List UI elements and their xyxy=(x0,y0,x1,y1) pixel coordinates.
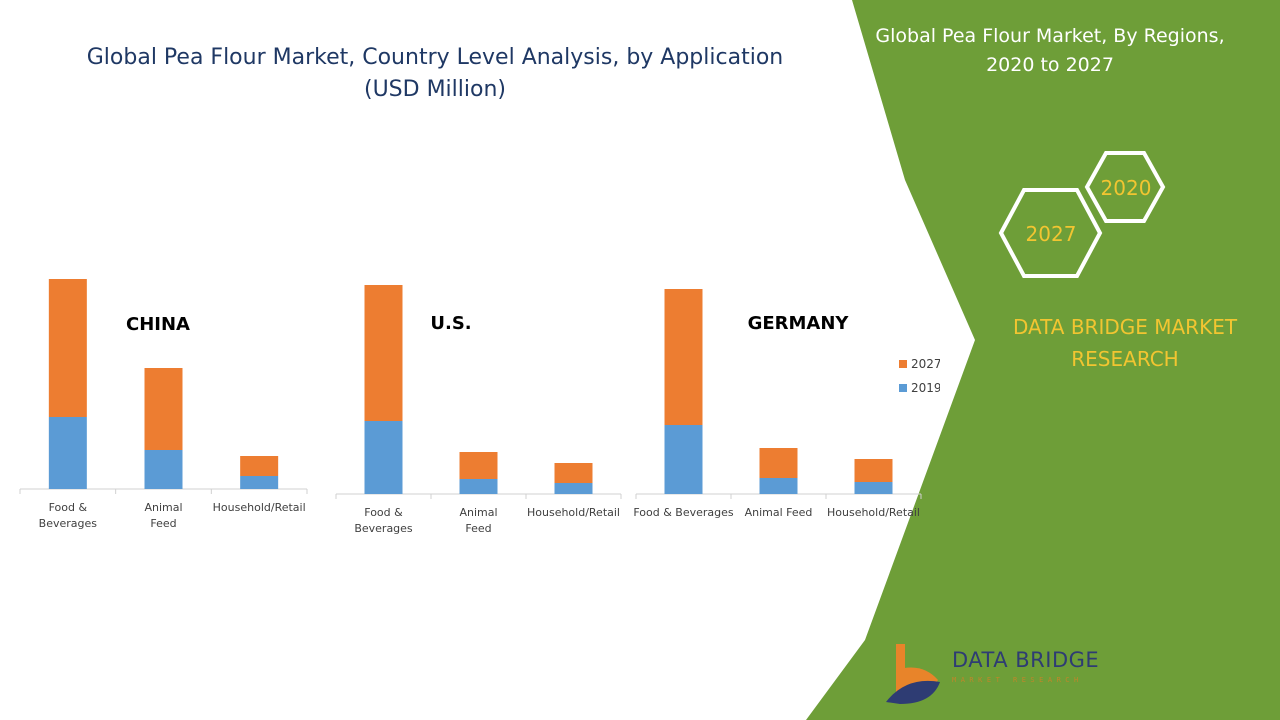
region-title-line-1: Global Pea Flour Market, By Regions, xyxy=(875,25,1225,47)
bar-2019 xyxy=(459,479,498,494)
country-label: GERMANY xyxy=(748,313,850,334)
region-title-line-2: 2020 to 2027 xyxy=(986,54,1114,76)
green-panel-shape xyxy=(806,0,1280,720)
bar-2027 xyxy=(664,289,703,425)
bar-2027 xyxy=(364,285,403,421)
charts-area: Food & Beverages Animal Feed Household/Retai… xyxy=(19,279,940,535)
bar-2027 xyxy=(554,463,593,483)
category-label: Food & xyxy=(49,501,88,514)
category-label: Household/Retail xyxy=(213,501,306,514)
category-label: Household/Retail xyxy=(527,506,620,519)
bar-2027 xyxy=(240,456,279,476)
category-label: Feed xyxy=(150,517,176,530)
category-label: Food & xyxy=(364,506,403,519)
country-label: U.S. xyxy=(430,313,471,334)
category-label: Animal Feed xyxy=(745,506,813,519)
category-label: Animal xyxy=(459,506,497,519)
bar-2019 xyxy=(664,425,703,494)
bar-2019 xyxy=(48,417,87,489)
category-label: Beverages xyxy=(354,522,413,535)
region-title: Global Pea Flour Market, By Regions, 202… xyxy=(850,22,1250,80)
bar-2027 xyxy=(144,368,183,450)
bar-2019 xyxy=(554,483,593,494)
category-label: Household/Retail xyxy=(827,506,920,519)
brand-text: DATA BRIDGE MARKET RESEARCH xyxy=(985,311,1265,375)
legend-swatch xyxy=(899,384,907,392)
category-label: Beverages xyxy=(39,517,98,530)
data-bridge-logo-icon xyxy=(886,644,940,704)
bar-2027 xyxy=(48,279,87,417)
chart-title-line-1: Global Pea Flour Market, Country Level A… xyxy=(86,45,784,70)
bar-2019 xyxy=(854,482,893,494)
legend-label: 2019 xyxy=(911,381,940,395)
bar-2027 xyxy=(459,452,498,479)
legend-swatch xyxy=(899,360,907,368)
country-label: CHINA xyxy=(126,314,190,335)
category-label: Food & Beverages xyxy=(633,506,734,519)
brand-text-line-1: DATA BRIDGE MARKET xyxy=(1012,315,1238,339)
bar-2019 xyxy=(364,421,403,494)
legend-label: 2027 xyxy=(911,357,940,371)
chart-title: Global Pea Flour Market, Country Level A… xyxy=(60,42,810,106)
bar-2019 xyxy=(759,478,798,494)
bar-2019 xyxy=(240,476,279,489)
bar-2027 xyxy=(759,448,798,478)
hexagon-front-shape xyxy=(998,188,1103,278)
bar-2019 xyxy=(144,450,183,489)
hexagon-2020-label: 2020 xyxy=(1101,176,1152,200)
hexagon-back-shape xyxy=(1084,151,1166,223)
chart-title-line-2: (USD Million) xyxy=(363,77,506,102)
brand-text-line-2: RESEARCH xyxy=(1071,347,1179,371)
category-label: Animal xyxy=(144,501,182,514)
hexagon-2027-label: 2027 xyxy=(1026,222,1077,246)
logo-name: DATA BRIDGE xyxy=(952,648,1100,672)
bar-2027 xyxy=(854,459,893,482)
logo-tagline: MARKET RESEARCH xyxy=(952,676,1083,684)
category-label: Feed xyxy=(465,522,491,535)
